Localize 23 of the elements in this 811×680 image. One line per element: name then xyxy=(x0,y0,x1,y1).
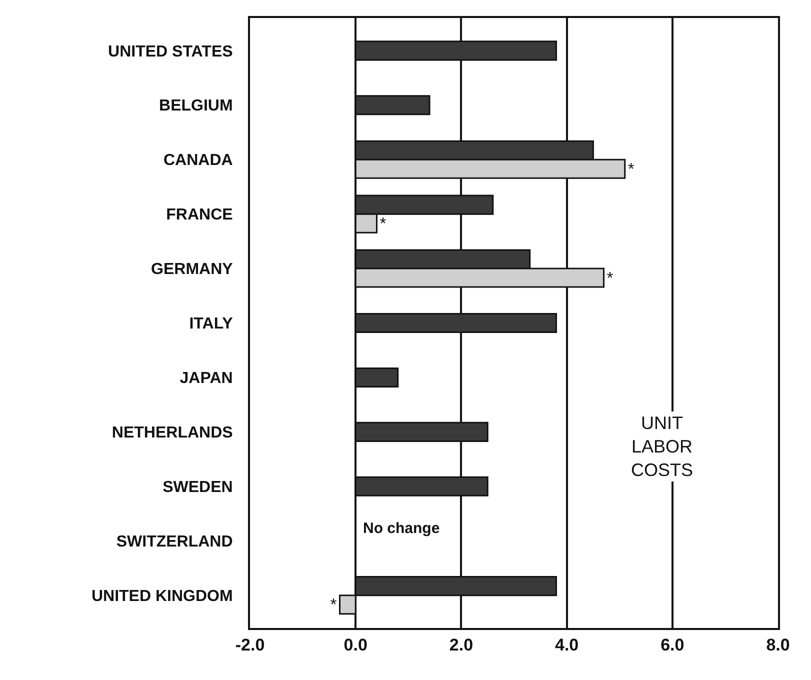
annotation: UNIT LABOR COSTS xyxy=(631,413,694,480)
y-tick-label: SWITZERLAND xyxy=(116,533,233,550)
y-tick-label: SWEDEN xyxy=(162,478,233,496)
data-label: * xyxy=(628,159,635,178)
annotation: No change xyxy=(363,520,440,537)
x-tick-label: 6.0 xyxy=(660,635,684,654)
y-tick-label: JAPAN xyxy=(180,370,233,388)
x-tick-label: 4.0 xyxy=(554,635,579,654)
x-tick-label: -2.0 xyxy=(235,635,265,654)
x-tick-label: 8.0 xyxy=(766,635,790,654)
data-label: * xyxy=(380,214,387,233)
y-tick-label: NETHERLANDS xyxy=(112,424,234,442)
y-tick-label: UNITED STATES xyxy=(108,43,234,60)
y-tick-label: UNITED KINGDOM xyxy=(91,588,233,605)
y-tick-label: CANADA xyxy=(163,152,234,170)
data-label: * xyxy=(330,595,338,614)
data-label: * xyxy=(606,268,614,288)
y-tick-label: BELGIUM xyxy=(159,98,233,115)
y-tick-label: GERMANY xyxy=(151,261,234,278)
x-tick-label: 0.0 xyxy=(344,635,368,654)
x-tick-label: 2.0 xyxy=(449,635,474,654)
y-tick-label: ITALY xyxy=(189,316,234,333)
y-tick-label: FRANCE xyxy=(166,206,234,224)
